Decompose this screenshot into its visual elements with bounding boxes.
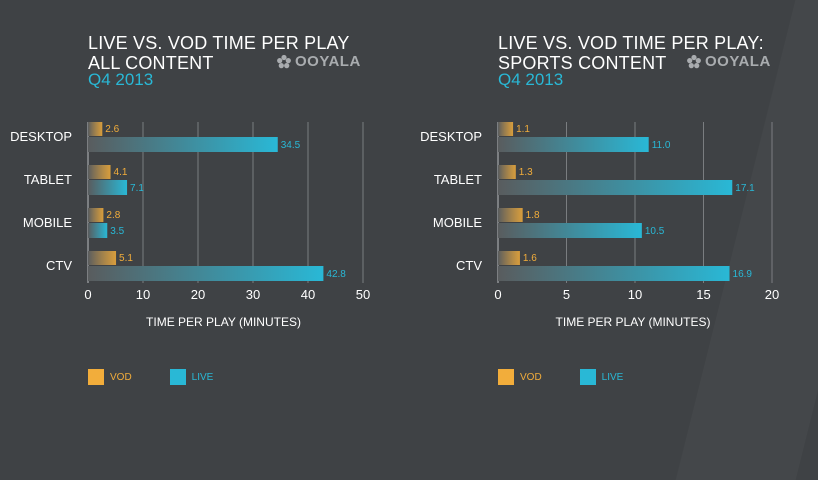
x-tick-label: 20: [191, 287, 205, 302]
data-label-vod: 1.8: [526, 210, 540, 221]
category-label-ctv: CTV: [46, 258, 72, 273]
data-label-vod: 1.1: [516, 124, 530, 135]
bar-live-ctv: [88, 266, 324, 281]
ooyala-flower-icon: [277, 54, 291, 68]
x-tick-label: 15: [696, 287, 710, 302]
category-label-ctv: CTV: [456, 258, 482, 273]
x-tick-label: 50: [356, 287, 370, 302]
x-tick-label: 20: [765, 287, 779, 302]
bar-live-desktop: [498, 137, 649, 152]
data-label-live: 17.1: [735, 183, 755, 194]
data-label-live: 34.5: [281, 140, 301, 151]
ooyala-logo: OOYALA: [686, 53, 771, 70]
legend-item-vod: VOD: [498, 369, 542, 385]
legend-swatch-live: [169, 369, 186, 385]
legend-label-live: LIVE: [601, 371, 624, 383]
bar-live-desktop: [88, 137, 278, 152]
bar-live-tablet: [88, 180, 128, 195]
ooyala-flower-icon: [687, 54, 701, 68]
data-label-live: 16.9: [733, 269, 753, 280]
chart-panel-sports-content: LIVE VS. VOD TIME PER PLAY: SPORTS CONTE…: [409, 0, 818, 443]
bar-chart-all-content: 0 10 20 30 40 50 TIME PER PLAY (MINUTES) DESKTO…: [10, 122, 370, 329]
chart-subtitle: Q4 2013: [88, 70, 154, 89]
bar-live-ctv: [498, 266, 730, 281]
bar-vod-ctv: [498, 251, 520, 265]
category-label-desktop: DESKTOP: [10, 129, 72, 144]
data-label-live: 42.8: [326, 269, 346, 280]
legend-item-live: LIVE: [169, 369, 214, 385]
category-label-tablet: TABLET: [24, 172, 72, 187]
data-label-vod: 1.3: [519, 167, 533, 178]
legend: VOD LIVE: [88, 369, 251, 385]
chart-title-line-1: LIVE VS. VOD TIME PER PLAY:: [498, 33, 764, 53]
x-tick-label: 10: [136, 287, 150, 302]
legend-label-live: LIVE: [191, 371, 214, 383]
legend-swatch-vod: [498, 369, 514, 385]
data-label-live: 3.5: [110, 226, 124, 237]
category-label-mobile: MOBILE: [433, 215, 482, 230]
legend-item-vod: VOD: [88, 369, 132, 385]
bar-vod-mobile: [498, 208, 523, 222]
x-tick-label: 0: [84, 287, 91, 302]
legend: VOD LIVE: [498, 369, 661, 385]
logo-text: OOYALA: [705, 53, 771, 70]
x-tick-label: 10: [628, 287, 642, 302]
x-tick-label: 0: [494, 287, 501, 302]
legend-swatch-live: [579, 369, 596, 385]
bar-vod-ctv: [88, 251, 117, 265]
chart-title-line-2: SPORTS CONTENT: [498, 53, 667, 73]
legend-swatch-vod: [88, 369, 104, 385]
chart-title: LIVE VS. VOD TIME PER PLAY: SPORTS CONTE…: [498, 33, 764, 73]
chart-title-line-1: LIVE VS. VOD TIME PER PLAY: [88, 33, 350, 53]
bar-vod-mobile: [88, 208, 104, 222]
bar-live-mobile: [498, 223, 642, 238]
data-label-vod: 2.6: [105, 124, 119, 135]
data-label-live: 11.0: [652, 140, 671, 151]
category-label-mobile: MOBILE: [23, 215, 72, 230]
chart-subtitle: Q4 2013: [498, 70, 564, 89]
x-axis-label: TIME PER PLAY (MINUTES): [146, 315, 301, 329]
bar-vod-tablet: [498, 165, 516, 179]
x-tick-label: 30: [246, 287, 260, 302]
legend-label-vod: VOD: [110, 371, 132, 383]
data-label-vod: 2.8: [106, 210, 120, 221]
data-label-live: 10.5: [645, 226, 665, 237]
x-axis-label: TIME PER PLAY (MINUTES): [556, 315, 711, 329]
bar-vod-tablet: [88, 165, 111, 179]
chart-title: LIVE VS. VOD TIME PER PLAY ALL CONTENT: [88, 33, 350, 73]
bar-live-tablet: [498, 180, 733, 195]
data-label-vod: 1.6: [523, 253, 537, 264]
logo-text: OOYALA: [295, 53, 361, 70]
ooyala-logo: OOYALA: [276, 53, 361, 70]
legend-label-vod: VOD: [520, 371, 542, 383]
chart-title-line-2: ALL CONTENT: [88, 53, 214, 73]
bar-vod-desktop: [88, 122, 103, 136]
bar-live-mobile: [88, 223, 108, 238]
legend-item-live: LIVE: [579, 369, 624, 385]
data-label-live: 7.1: [130, 183, 144, 194]
category-label-desktop: DESKTOP: [420, 129, 482, 144]
x-tick-label: 5: [563, 287, 570, 302]
x-tick-label: 40: [301, 287, 315, 302]
data-label-vod: 4.1: [114, 167, 128, 178]
chart-panel-all-content: LIVE VS. VOD TIME PER PLAY ALL CONTENT Q…: [0, 0, 409, 443]
data-label-vod: 5.1: [119, 253, 133, 264]
category-label-tablet: TABLET: [434, 172, 482, 187]
bar-chart-sports-content: 0 5 10 15 20 TIME PER PLAY (MINUTES) DESKTOP 1.…: [420, 122, 779, 329]
bar-vod-desktop: [498, 122, 514, 136]
